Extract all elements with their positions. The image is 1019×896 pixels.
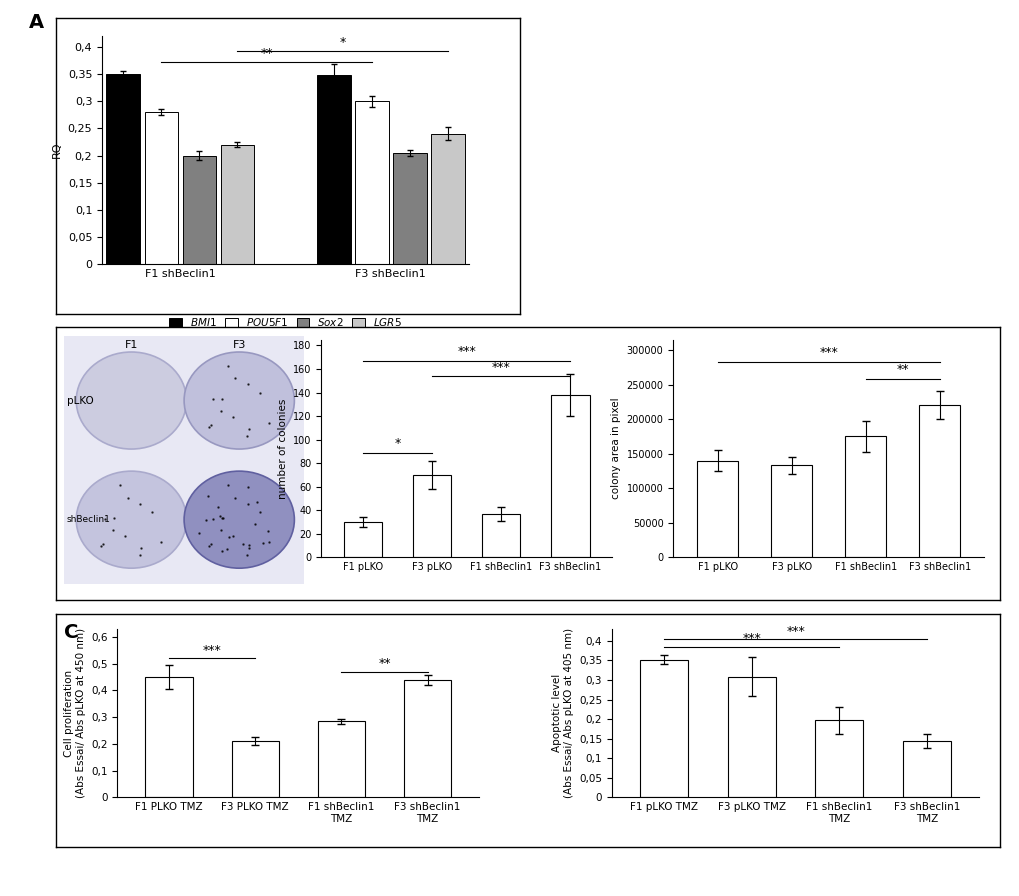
Bar bbox=[431, 134, 465, 264]
Bar bbox=[106, 73, 140, 264]
Text: ***: *** bbox=[203, 644, 221, 657]
Bar bbox=[551, 395, 589, 557]
Bar bbox=[697, 461, 738, 557]
Text: pLKO: pLKO bbox=[66, 395, 94, 406]
Text: ***: *** bbox=[786, 625, 804, 638]
Text: ***: *** bbox=[457, 346, 476, 358]
Bar bbox=[317, 75, 351, 264]
Text: F1: F1 bbox=[124, 340, 138, 349]
Y-axis label: colony area in pixel: colony area in pixel bbox=[610, 398, 621, 499]
Bar bbox=[318, 721, 365, 797]
Y-axis label: Apoptotic level
(Abs Essai/ Abs pLKO at 405 nm): Apoptotic level (Abs Essai/ Abs pLKO at … bbox=[551, 628, 573, 798]
Text: ***: *** bbox=[818, 346, 838, 359]
Bar bbox=[145, 112, 178, 264]
Legend: $\it{BMI1}$, $\it{POU5F1}$, $\it{Sox2}$, $\it{LGR5}$: $\it{BMI1}$, $\it{POU5F1}$, $\it{Sox2}$,… bbox=[165, 312, 406, 332]
Text: ***: *** bbox=[491, 361, 511, 374]
Bar bbox=[392, 153, 426, 264]
Y-axis label: number of colonies: number of colonies bbox=[277, 398, 287, 499]
Bar bbox=[355, 101, 388, 264]
Bar bbox=[220, 144, 254, 264]
Y-axis label: Cell proliferation
(Abs Essai/ Abs pLKO at 450 nm): Cell proliferation (Abs Essai/ Abs pLKO … bbox=[64, 628, 86, 798]
Bar bbox=[902, 741, 950, 797]
Text: A: A bbox=[29, 13, 44, 32]
Bar bbox=[482, 513, 520, 557]
Text: *: * bbox=[339, 37, 345, 49]
Bar bbox=[145, 677, 193, 797]
Text: **: ** bbox=[896, 363, 908, 376]
Text: ***: *** bbox=[742, 633, 760, 645]
Text: C: C bbox=[63, 623, 77, 642]
Ellipse shape bbox=[184, 471, 294, 568]
Bar bbox=[770, 465, 811, 557]
Bar bbox=[640, 659, 688, 797]
Text: shBeclin1: shBeclin1 bbox=[66, 515, 110, 524]
Bar bbox=[182, 156, 216, 264]
Text: F3: F3 bbox=[232, 340, 246, 349]
Bar bbox=[413, 475, 450, 557]
Bar bbox=[728, 676, 775, 797]
Ellipse shape bbox=[76, 352, 186, 449]
Text: **: ** bbox=[260, 47, 272, 60]
Y-axis label: RQ: RQ bbox=[52, 142, 62, 159]
Bar bbox=[845, 436, 886, 557]
Bar bbox=[404, 680, 451, 797]
Bar bbox=[918, 405, 959, 557]
Ellipse shape bbox=[184, 352, 294, 449]
Text: B: B bbox=[63, 338, 78, 357]
Text: *: * bbox=[394, 437, 400, 450]
Bar bbox=[343, 522, 381, 557]
Bar bbox=[231, 741, 278, 797]
Text: **: ** bbox=[378, 658, 390, 670]
Ellipse shape bbox=[76, 471, 186, 568]
Bar bbox=[814, 720, 862, 797]
